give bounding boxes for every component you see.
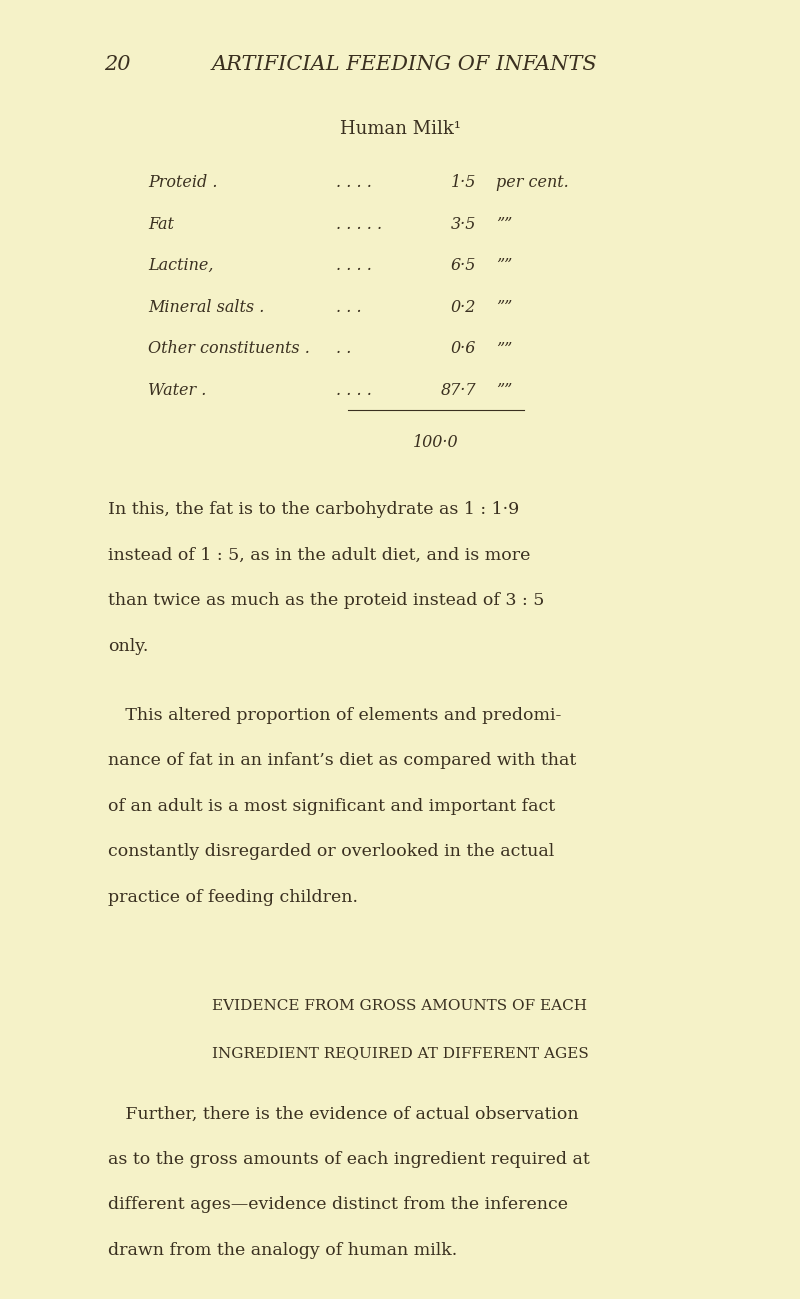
Text: 1·5: 1·5 [450, 174, 476, 191]
Text: 100·0: 100·0 [413, 434, 459, 451]
Text: In this, the fat is to the carbohydrate as 1 : 1·9: In this, the fat is to the carbohydrate … [108, 501, 519, 518]
Text: practice of feeding children.: practice of feeding children. [108, 889, 358, 905]
Text: . . .: . . . [336, 299, 362, 316]
Text: than twice as much as the proteid instead of 3 : 5: than twice as much as the proteid instea… [108, 592, 544, 609]
Text: Further, there is the evidence of actual observation: Further, there is the evidence of actual… [108, 1105, 578, 1122]
Text: This altered proportion of elements and predomi-: This altered proportion of elements and … [108, 707, 562, 724]
Text: Proteid .: Proteid . [148, 174, 218, 191]
Text: . . . . .: . . . . . [336, 216, 382, 233]
Text: only.: only. [108, 638, 148, 655]
Text: as to the gross amounts of each ingredient required at: as to the gross amounts of each ingredie… [108, 1151, 590, 1168]
Text: . . . .: . . . . [336, 382, 372, 399]
Text: INGREDIENT REQUIRED AT DIFFERENT AGES: INGREDIENT REQUIRED AT DIFFERENT AGES [212, 1046, 588, 1060]
Text: ARTIFICIAL FEEDING OF INFANTS: ARTIFICIAL FEEDING OF INFANTS [212, 55, 598, 74]
Text: Lactine,: Lactine, [148, 257, 214, 274]
Text: per cent.: per cent. [496, 174, 569, 191]
Text: 0·2: 0·2 [450, 299, 476, 316]
Text: 0·6: 0·6 [450, 340, 476, 357]
Text: constantly disregarded or overlooked in the actual: constantly disregarded or overlooked in … [108, 843, 554, 860]
Text: Human Milk¹: Human Milk¹ [339, 120, 461, 138]
Text: Other constituents .: Other constituents . [148, 340, 310, 357]
Text: instead of 1 : 5, as in the adult diet, and is more: instead of 1 : 5, as in the adult diet, … [108, 547, 530, 564]
Text: Fat: Fat [148, 216, 174, 233]
Text: ””: ”” [496, 216, 512, 233]
Text: nance of fat in an infant’s diet as compared with that: nance of fat in an infant’s diet as comp… [108, 752, 576, 769]
Text: . .: . . [336, 340, 351, 357]
Text: ””: ”” [496, 299, 512, 316]
Text: . . . .: . . . . [336, 174, 372, 191]
Text: 20: 20 [104, 55, 130, 74]
Text: of an adult is a most significant and important fact: of an adult is a most significant and im… [108, 798, 555, 814]
Text: 3·5: 3·5 [450, 216, 476, 233]
Text: EVIDENCE FROM GROSS AMOUNTS OF EACH: EVIDENCE FROM GROSS AMOUNTS OF EACH [213, 999, 587, 1013]
Text: . . . .: . . . . [336, 257, 372, 274]
Text: different ages—evidence distinct from the inference: different ages—evidence distinct from th… [108, 1196, 568, 1213]
Text: Mineral salts .: Mineral salts . [148, 299, 264, 316]
Text: ””: ”” [496, 382, 512, 399]
Text: 6·5: 6·5 [450, 257, 476, 274]
Text: Water .: Water . [148, 382, 206, 399]
Text: ””: ”” [496, 340, 512, 357]
Text: ””: ”” [496, 257, 512, 274]
Text: 87·7: 87·7 [441, 382, 476, 399]
Text: drawn from the analogy of human milk.: drawn from the analogy of human milk. [108, 1242, 458, 1259]
